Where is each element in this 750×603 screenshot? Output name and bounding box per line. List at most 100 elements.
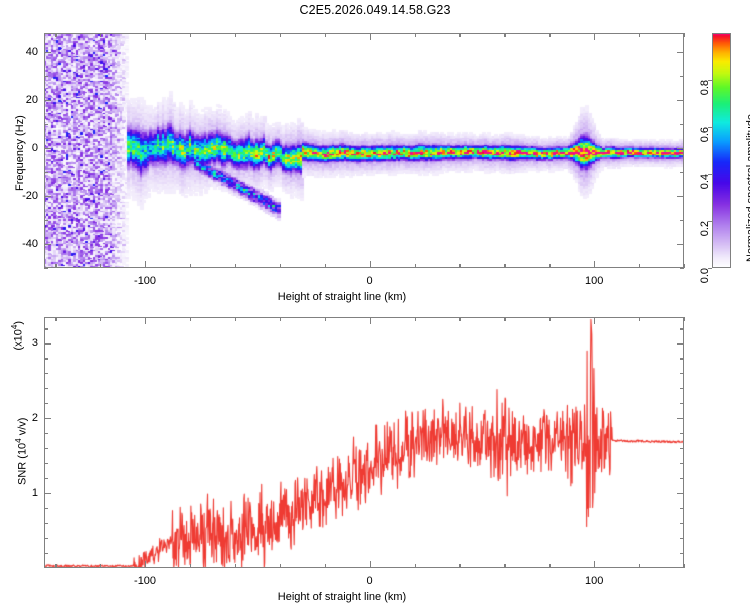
colorbar-tick-label: 0.2 <box>699 221 711 237</box>
colorbar-tick-label: 0.4 <box>699 174 711 190</box>
tick-label: 20 <box>25 94 38 107</box>
tick-mark <box>680 358 684 360</box>
tick-mark <box>44 172 48 174</box>
tick-mark <box>680 328 684 330</box>
tick-mark <box>44 538 48 540</box>
tick-mark <box>680 403 684 405</box>
tick-label: 0 <box>366 275 373 287</box>
tick-mark <box>684 317 686 321</box>
tick-mark <box>44 196 51 198</box>
colorbar-tick-label: 0.8 <box>699 80 711 96</box>
page-title: C2E5.2026.049.14.58.G23 <box>299 3 451 17</box>
tick-mark <box>44 244 51 246</box>
tick-mark <box>189 317 192 321</box>
tick-mark <box>504 317 506 321</box>
tick-mark <box>44 448 48 450</box>
tick-mark <box>680 433 684 435</box>
tick-mark <box>684 33 686 37</box>
tick-mark <box>594 317 596 324</box>
spectrogram-axes-frame <box>44 33 684 268</box>
tick-mark <box>680 172 684 174</box>
tick-mark <box>504 33 506 37</box>
tick-mark <box>44 124 48 126</box>
tick-label: 2 <box>31 412 38 425</box>
tick-mark <box>279 564 282 568</box>
tick-label: 40 <box>25 46 38 59</box>
tick-mark <box>55 264 57 268</box>
tick-mark <box>459 264 461 268</box>
tick-mark <box>708 127 712 129</box>
tick-mark <box>55 564 57 568</box>
tick-mark <box>279 33 282 37</box>
tick-label: -40 <box>22 238 38 251</box>
tick-mark <box>680 268 684 270</box>
tick-mark <box>44 328 48 330</box>
tick-mark <box>677 148 684 150</box>
tick-mark <box>44 148 51 150</box>
tick-label: 0 <box>366 575 373 587</box>
tick-mark <box>414 33 416 37</box>
tick-label: -100 <box>134 575 157 587</box>
snr-axes-frame <box>44 317 684 568</box>
tick-mark <box>44 52 51 54</box>
tick-mark <box>680 538 684 540</box>
snr-line-series <box>44 317 684 568</box>
colorbar-tick-label: 0.6 <box>699 127 711 143</box>
tick-label: 0 <box>31 142 38 155</box>
colorbar-gradient <box>712 33 731 268</box>
tick-mark <box>504 264 506 268</box>
tick-mark <box>44 523 48 525</box>
tick-mark <box>145 261 147 268</box>
tick-mark <box>189 564 192 568</box>
tick-mark <box>549 564 551 568</box>
tick-mark <box>680 478 684 480</box>
tick-mark <box>44 418 51 420</box>
tick-mark <box>145 33 147 40</box>
tick-mark <box>324 564 326 568</box>
tick-mark <box>594 261 596 268</box>
tick-mark <box>677 244 684 246</box>
tick-mark <box>677 418 684 420</box>
tick-mark <box>414 564 416 568</box>
tick-mark <box>549 33 551 37</box>
spectrogram-x-axis-label: Height of straight line (km) <box>277 291 407 303</box>
tick-mark <box>684 264 686 268</box>
tick-mark <box>44 268 48 270</box>
tick-mark <box>100 317 102 321</box>
tick-mark <box>324 317 326 321</box>
tick-mark <box>55 33 57 37</box>
tick-mark <box>414 317 416 321</box>
tick-mark <box>234 317 237 321</box>
tick-mark <box>680 463 684 465</box>
tick-mark <box>639 33 641 37</box>
tick-mark <box>234 264 237 268</box>
tick-mark <box>680 448 684 450</box>
tick-mark <box>708 268 712 270</box>
tick-mark <box>369 33 371 40</box>
tick-mark <box>279 317 282 321</box>
tick-mark <box>44 388 48 390</box>
tick-mark <box>369 317 371 324</box>
tick-mark <box>44 100 51 102</box>
tick-mark <box>44 403 48 405</box>
tick-mark <box>680 124 684 126</box>
tick-mark <box>100 264 102 268</box>
tick-mark <box>414 264 416 268</box>
tick-mark <box>324 264 326 268</box>
tick-mark <box>44 433 48 435</box>
tick-mark <box>459 564 461 568</box>
spectrogram-image <box>44 33 684 268</box>
tick-mark <box>145 561 147 568</box>
tick-mark <box>677 100 684 102</box>
tick-mark <box>684 564 686 568</box>
tick-mark <box>44 373 48 375</box>
tick-mark <box>594 33 596 40</box>
tick-mark <box>680 76 684 78</box>
tick-mark <box>44 220 48 222</box>
tick-mark <box>677 196 684 198</box>
tick-label: 1 <box>31 487 38 500</box>
tick-mark <box>677 52 684 54</box>
tick-label: 100 <box>584 575 604 587</box>
tick-mark <box>44 463 48 465</box>
